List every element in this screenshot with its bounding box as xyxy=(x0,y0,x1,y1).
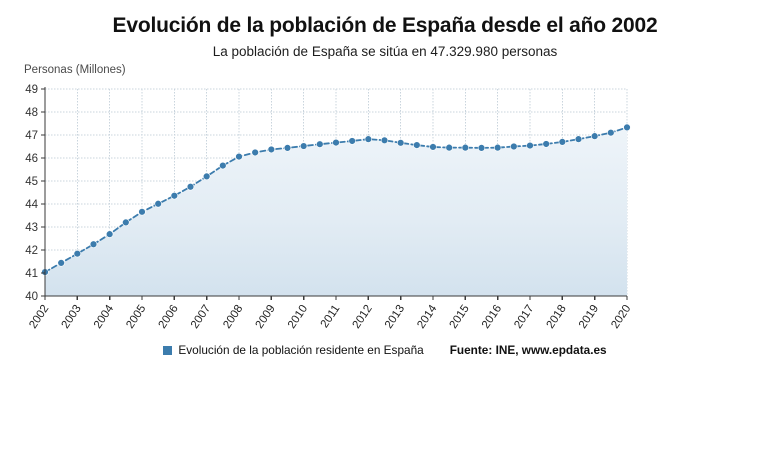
svg-text:2018: 2018 xyxy=(545,303,569,331)
svg-text:2004: 2004 xyxy=(92,302,117,330)
svg-text:2019: 2019 xyxy=(577,303,601,331)
svg-text:2002: 2002 xyxy=(27,303,51,331)
chart-subtitle: La población de España se sitúa en 47.32… xyxy=(212,44,558,59)
svg-text:2005: 2005 xyxy=(124,303,148,331)
svg-text:2008: 2008 xyxy=(221,303,245,331)
svg-text:2016: 2016 xyxy=(480,303,504,331)
svg-text:2007: 2007 xyxy=(189,303,213,331)
svg-text:43: 43 xyxy=(25,222,38,234)
chart-title: Evolución de la población de España desd… xyxy=(112,14,658,37)
svg-text:2010: 2010 xyxy=(286,303,310,331)
chart-legend: Evolución de la población residente en E… xyxy=(0,343,770,357)
svg-text:47: 47 xyxy=(25,130,38,142)
svg-text:45: 45 xyxy=(25,176,38,188)
svg-text:2017: 2017 xyxy=(512,303,536,331)
axis-lines xyxy=(41,87,628,300)
svg-text:2015: 2015 xyxy=(448,303,472,331)
svg-text:42: 42 xyxy=(25,245,38,257)
y-tick-labels: 40 41 42 43 44 45 46 47 48 49 xyxy=(25,84,38,303)
area-fill xyxy=(45,127,627,296)
svg-text:41: 41 xyxy=(25,268,38,280)
y-axis-title: Personas (Millones) xyxy=(24,64,126,76)
source-note: Fuente: INE, www.epdata.es xyxy=(449,343,607,357)
svg-text:46: 46 xyxy=(25,153,38,165)
svg-text:2013: 2013 xyxy=(383,303,407,331)
svg-text:48: 48 xyxy=(25,107,38,119)
legend-series-label: Evolución de la población residente en E… xyxy=(178,343,424,357)
svg-text:44: 44 xyxy=(25,199,38,211)
svg-text:2011: 2011 xyxy=(319,303,343,330)
legend-item-series[interactable]: Evolución de la población residente en E… xyxy=(163,343,424,357)
svg-text:2012: 2012 xyxy=(351,303,375,331)
svg-text:40: 40 xyxy=(25,291,38,303)
svg-text:2006: 2006 xyxy=(157,303,181,331)
svg-text:2003: 2003 xyxy=(60,303,84,331)
svg-text:49: 49 xyxy=(25,84,38,96)
svg-text:2020: 2020 xyxy=(609,303,633,331)
legend-swatch-icon xyxy=(163,345,173,355)
x-tick-labels: 2002 2003 2004 2005 2006 2007 2008 2009 2010 2011… xyxy=(27,302,633,330)
svg-text:2009: 2009 xyxy=(254,303,278,331)
svg-text:2014: 2014 xyxy=(415,302,440,330)
series-markers xyxy=(41,123,631,276)
